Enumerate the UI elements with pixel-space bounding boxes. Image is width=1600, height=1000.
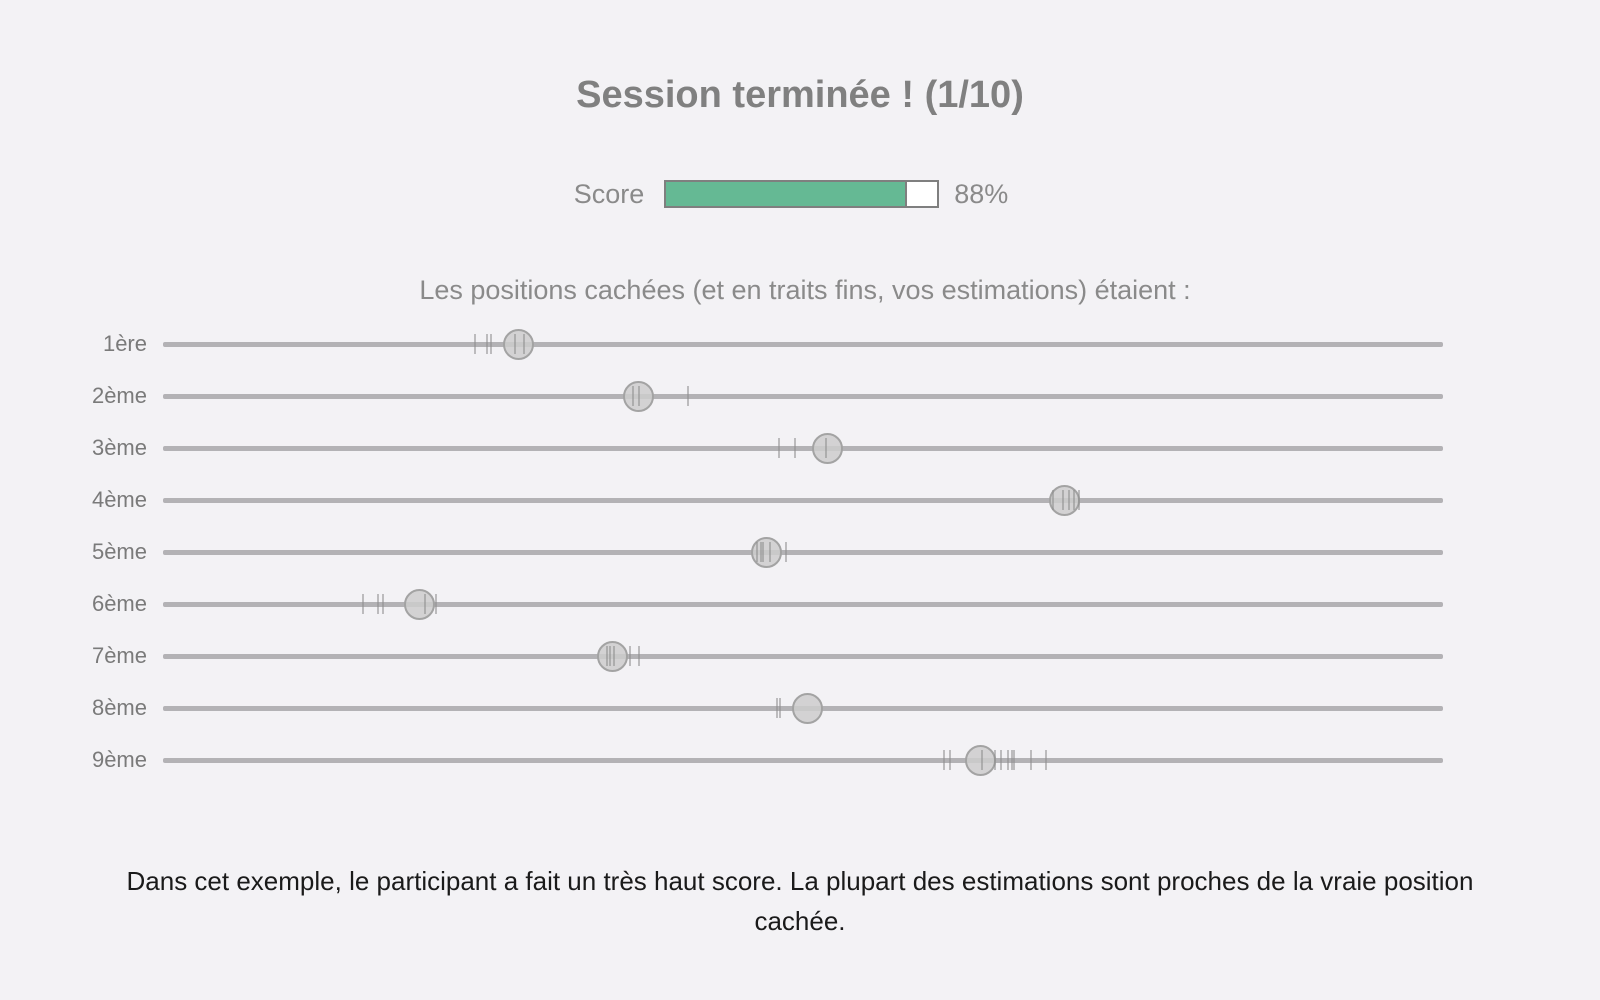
position-track: [163, 758, 1443, 763]
hidden-position-marker: [791, 693, 823, 724]
position-row-label: 4ème: [91, 487, 147, 512]
estimate-tick: [382, 594, 385, 614]
estimate-tick: [942, 750, 945, 770]
estimate-tick: [768, 542, 771, 562]
position-track: [163, 342, 1443, 347]
hidden-position-marker: [812, 433, 844, 464]
caption-text: Dans cet exemple, le participant a fait …: [126, 866, 1474, 936]
estimate-tick: [606, 646, 609, 666]
estimate-tick: [755, 542, 758, 562]
position-row: 9ème: [0, 740, 1600, 780]
estimate-tick: [1000, 750, 1003, 770]
position-row-label: 5ème: [91, 539, 147, 564]
position-track: [163, 498, 1443, 503]
estimate-tick: [434, 594, 437, 614]
estimate-tick: [1013, 750, 1016, 770]
position-track: [163, 654, 1443, 659]
estimate-tick: [612, 646, 615, 666]
estimate-tick: [785, 542, 788, 562]
estimate-tick: [1029, 750, 1032, 770]
estimate-tick: [629, 646, 632, 666]
hidden-position-marker: [1049, 485, 1081, 516]
estimate-tick: [631, 386, 634, 406]
position-row-label: 2ème: [91, 383, 147, 408]
estimate-tick: [1073, 490, 1076, 510]
position-row-label: 1ère: [102, 331, 147, 356]
estimate-tick: [485, 334, 488, 354]
estimate-tick: [1006, 750, 1009, 770]
estimate-tick: [762, 542, 765, 562]
position-row-label: 6ème: [91, 591, 147, 616]
position-track: [163, 550, 1443, 555]
estimate-tick: [361, 594, 364, 614]
position-row-label: 9ème: [91, 747, 147, 772]
score-label: Score: [573, 178, 645, 209]
position-row: 1ère: [0, 324, 1600, 364]
estimate-tick: [686, 386, 689, 406]
estimate-tick: [949, 750, 952, 770]
hidden-position-marker: [404, 589, 435, 620]
estimate-tick: [638, 386, 641, 406]
position-row: 8ème: [0, 688, 1600, 728]
score-percentage: 88%: [954, 178, 1009, 209]
position-row: 7ème: [0, 636, 1600, 676]
estimate-tick: [489, 334, 492, 354]
estimate-tick: [777, 438, 780, 458]
estimate-tick: [794, 438, 797, 458]
estimate-tick: [608, 646, 611, 666]
score-progress-fill: [666, 182, 907, 206]
hidden-position-marker: [964, 745, 996, 776]
estimate-tick: [1010, 750, 1013, 770]
estimate-tick: [638, 646, 641, 666]
estimate-tick: [994, 750, 996, 770]
position-track: [163, 602, 1443, 607]
position-row-label: 7ème: [91, 643, 147, 668]
position-row: 3ème: [0, 428, 1600, 468]
estimate-tick: [825, 438, 828, 458]
hidden-position-marker: [502, 329, 534, 360]
score-progress-bar: [664, 180, 940, 208]
position-row: 5ème: [0, 532, 1600, 572]
estimate-tick: [759, 542, 762, 562]
estimate-tick: [1061, 490, 1064, 510]
score-row: Score 88%: [0, 176, 1600, 212]
estimate-tick: [514, 334, 516, 354]
estimate-tick: [424, 594, 427, 614]
estimate-tick: [776, 698, 779, 718]
position-row: 6ème: [0, 584, 1600, 624]
position-row-label: 8ème: [91, 695, 147, 720]
position-track: [163, 446, 1443, 451]
position-track: [163, 394, 1443, 399]
position-row-label: 3ème: [91, 435, 147, 460]
page-title: Session terminée ! (1/10): [576, 74, 1024, 116]
estimate-tick: [377, 594, 380, 614]
estimate-tick: [1068, 490, 1071, 510]
estimate-tick: [1045, 750, 1048, 770]
estimate-tick: [1051, 490, 1054, 510]
estimate-tick: [522, 334, 525, 354]
estimate-tick: [981, 750, 984, 770]
estimate-tick: [474, 334, 477, 354]
estimate-tick: [1078, 490, 1081, 510]
estimate-tick: [778, 698, 781, 718]
positions-heading: Les positions cachées (et en traits fins…: [419, 275, 1191, 305]
position-row: 2ème: [0, 376, 1600, 416]
position-row: 4ème: [0, 480, 1600, 520]
